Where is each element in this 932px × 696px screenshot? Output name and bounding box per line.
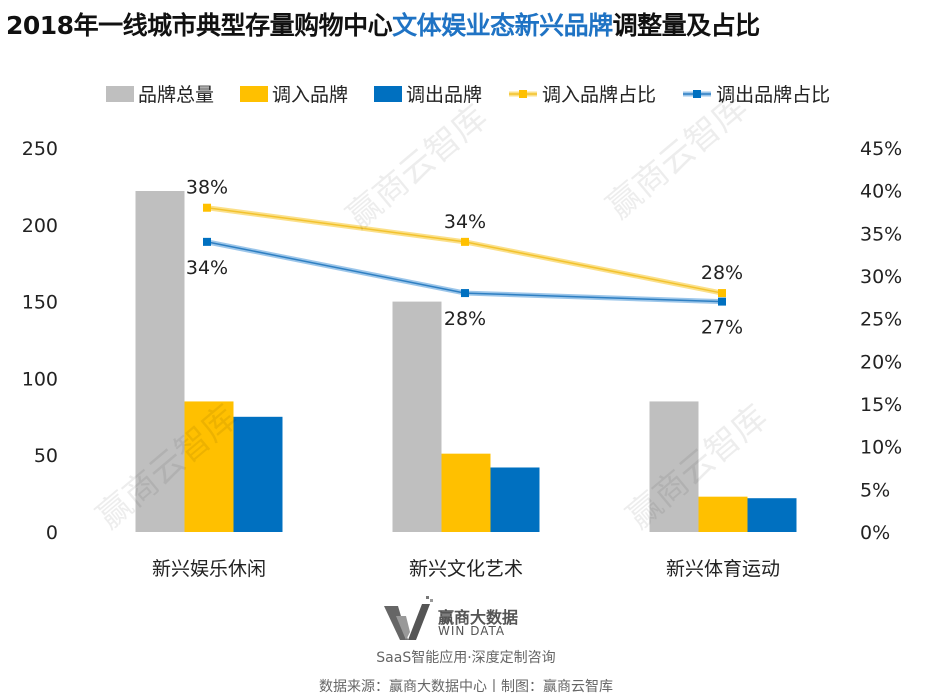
data-label: 38% [186,177,228,199]
bar [649,401,699,532]
legend-item-total: 品牌总量 [106,80,214,107]
bar [490,467,540,532]
legend-line-swatch [509,89,538,98]
y-left-tick-label: 150 [22,292,58,314]
x-tick-label: 新兴体育运动 [666,558,780,580]
y-right-tick-label: 15% [860,394,902,416]
y-right-tick-label: 5% [860,479,890,501]
bar [747,498,797,532]
line-marker [461,289,469,298]
bar [441,453,491,532]
y-right-tick-label: 20% [860,351,902,373]
y-left-tick-label: 250 [22,138,58,160]
data-label: 34% [444,211,486,233]
data-label: 27% [701,317,743,339]
line-marker [718,289,726,298]
title-highlight: 文体娱业态新兴品牌 [392,11,613,40]
legend-line-swatch [683,89,712,98]
legend-swatch [240,85,269,102]
title-part1: 2018年一线城市典型存量购物中心 [6,11,393,40]
slogan: SaaS智能应用·深度定制咨询 [376,650,556,666]
x-tick-label: 新兴文化艺术 [409,558,523,580]
legend-item-in: 调入品牌 [240,80,348,107]
logo-name: 赢商大数据 [438,608,519,627]
legend-label: 调入品牌占比 [542,84,657,106]
legend-label: 调出品牌 [406,84,483,106]
y-right-tick-label: 25% [860,309,902,331]
logo-mark-icon [384,596,433,640]
legend: 品牌总量 调入品牌 调出品牌 调入品牌占比 调出品牌占比 [106,80,830,107]
y-right-tick-label: 10% [860,437,902,459]
y-left-tick-label: 0 [46,522,58,544]
chart-title: 2018年一线城市典型存量购物中心文体娱业态新兴品牌调整量及占比 [6,6,760,42]
bar [184,401,234,532]
data-label: 28% [444,308,486,330]
line-marker [203,237,211,246]
legend-item-in-ratio: 调入品牌占比 [508,80,656,107]
legend-label: 品牌总量 [138,84,215,106]
y-left-tick-label: 200 [22,215,58,237]
logo-sub: WIN DATA [438,624,506,638]
y-right-tick-label: 40% [860,181,902,203]
legend-swatch [106,85,134,102]
y-right-tick-label: 45% [860,138,902,160]
y-right-tick-label: 0% [860,522,890,544]
y-left-tick-label: 50 [34,445,58,467]
y-right-tick-label: 30% [860,266,902,288]
legend-item-out: 调出品牌 [374,80,482,107]
line-marker [718,297,726,306]
y-left-tick-label: 100 [22,368,58,390]
y-right-tick-label: 35% [860,223,902,245]
legend-label: 调入品牌 [272,84,349,106]
data-label: 34% [186,257,228,279]
legend-label: 调出品牌占比 [716,84,831,106]
x-tick-label: 新兴娱乐休闲 [152,558,266,580]
line-marker [203,203,211,212]
title-part3: 调整量及占比 [612,11,761,40]
legend-swatch [374,85,403,102]
logo: 赢商大数据 WIN DATA [382,594,542,644]
bar [698,496,748,532]
bar [135,191,185,532]
line-marker [461,237,469,246]
data-label: 28% [701,262,743,284]
bar [392,301,442,532]
bar [233,416,283,532]
chart-canvas: 0 50 100 150 200 250 0% 5% 10% 15% 20% 25% 30% 35% 40%… [22,138,903,580]
source-note: 数据来源：赢商大数据中心丨制图：赢商云智库 [319,679,613,695]
legend-item-out-ratio: 调出品牌占比 [682,80,830,107]
